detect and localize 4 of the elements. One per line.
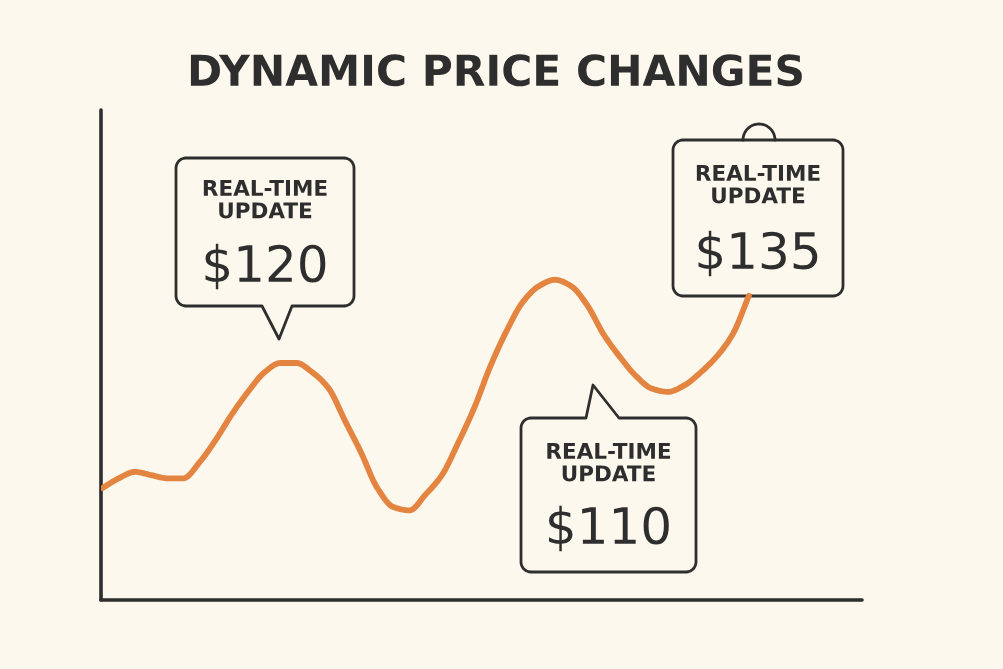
annotation: REAL-TIME UPDATE $110 — [547, 443, 671, 552]
chart-title: DYNAMIC PRICE CHANGES — [190, 54, 802, 87]
text: REAL-TIME UPDATE $135 — [696, 165, 820, 277]
annotation: REAL-TIME UPDATE $120 — [203, 180, 327, 290]
